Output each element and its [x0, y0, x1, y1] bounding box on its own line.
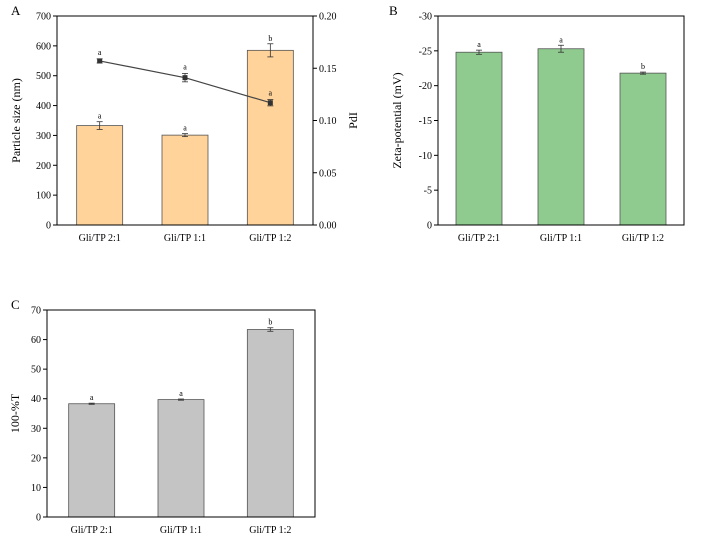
significance-label: a [559, 35, 563, 44]
y-tick-label: 60 [31, 335, 41, 346]
x-tick-label: Gli/TP 2:1 [458, 233, 500, 244]
y-tick-label: -25 [419, 46, 432, 57]
plot-frame [437, 15, 685, 226]
panel-b-zeta-potential-chart: B 0 -5 -10 -15 -20 -25 -30 Zeta-potential (mV) a a… [389, 3, 685, 244]
plot-frame [56, 15, 314, 226]
y-tick-label: 0 [36, 513, 41, 524]
panel-c-transmittance-chart: C 0 10 20 30 40 50 60 70 100-%T a a b Gli/TP 2:1 Gli/T… [8, 297, 316, 536]
significance-label: a [179, 389, 183, 398]
x-tick-label: Gli/TP 2:1 [71, 525, 113, 536]
y-tick-label: 10 [31, 483, 41, 494]
bar [68, 403, 116, 518]
significance-label: a [90, 393, 94, 402]
y-tick-label: -20 [419, 81, 432, 92]
bar [246, 49, 294, 226]
y-tick-label: 100 [36, 191, 51, 202]
significance-label: b [268, 318, 272, 327]
y-tick-label: 0 [46, 221, 51, 232]
y-tick-label: 300 [36, 131, 51, 142]
pdi-significance-label: a [98, 48, 102, 57]
y-tick-label: -30 [419, 12, 432, 23]
plot-frame [46, 309, 316, 518]
significance-label: a [98, 112, 102, 121]
y-tick-label: 200 [36, 161, 51, 172]
pdi-significance-label: a [183, 62, 187, 71]
pdi-point [182, 75, 188, 81]
y-tick-label: -15 [419, 116, 432, 127]
y-tick-label: 500 [36, 71, 51, 82]
x-tick-label: Gli/TP 1:2 [622, 233, 664, 244]
significance-label: a [183, 124, 187, 133]
y-tick-label: 70 [31, 306, 41, 317]
y-tick-label: 0 [427, 221, 432, 232]
significance-label: b [641, 62, 645, 71]
x-tick-label: Gli/TP 2:1 [79, 233, 121, 244]
x-tick-label: Gli/TP 1:2 [249, 233, 291, 244]
panel-label: B [389, 3, 398, 18]
y-axis-label: 100-%T [8, 393, 22, 433]
y-axis-label: Zeta-potential (mV) [390, 72, 404, 168]
y-tick-label: 30 [31, 424, 41, 435]
panel-label: C [11, 297, 20, 312]
panel-a-particle-size-pdi-chart: A 0 100 200 300 400 500 600 700 Particle size (nm… [9, 3, 360, 244]
y-tick-label: 50 [31, 365, 41, 376]
y-tick-label: 700 [36, 12, 51, 23]
bar [246, 329, 294, 518]
y2-tick-label: 0.10 [319, 116, 337, 127]
significance-label: a [477, 40, 481, 49]
y2-tick-label: 0.20 [319, 12, 337, 23]
pdi-significance-label: a [269, 89, 273, 98]
bar [455, 51, 503, 226]
y2-tick-label: 0.15 [319, 64, 337, 75]
significance-label: b [268, 34, 272, 43]
y-tick-label: -10 [419, 151, 432, 162]
y-tick-label: 20 [31, 453, 41, 464]
bar [157, 399, 205, 518]
bar [76, 125, 124, 226]
bar [537, 48, 585, 226]
y2-axis-label: PdI [346, 112, 360, 129]
pdi-point [97, 58, 103, 64]
pdi-point [267, 100, 273, 106]
bar [161, 134, 209, 226]
x-tick-label: Gli/TP 1:2 [249, 525, 291, 536]
y-tick-label: 40 [31, 394, 41, 405]
y-tick-label: 400 [36, 101, 51, 112]
y-tick-label: -5 [424, 186, 432, 197]
y2-tick-label: 0.05 [319, 168, 337, 179]
y-tick-label: 600 [36, 41, 51, 52]
x-tick-label: Gli/TP 1:1 [164, 233, 206, 244]
bar [619, 72, 667, 226]
y2-tick-label: 0.00 [319, 221, 337, 232]
y-axis-label: Particle size (nm) [9, 78, 23, 163]
panel-label: A [11, 3, 21, 18]
x-tick-label: Gli/TP 1:1 [160, 525, 202, 536]
x-tick-label: Gli/TP 1:1 [540, 233, 582, 244]
